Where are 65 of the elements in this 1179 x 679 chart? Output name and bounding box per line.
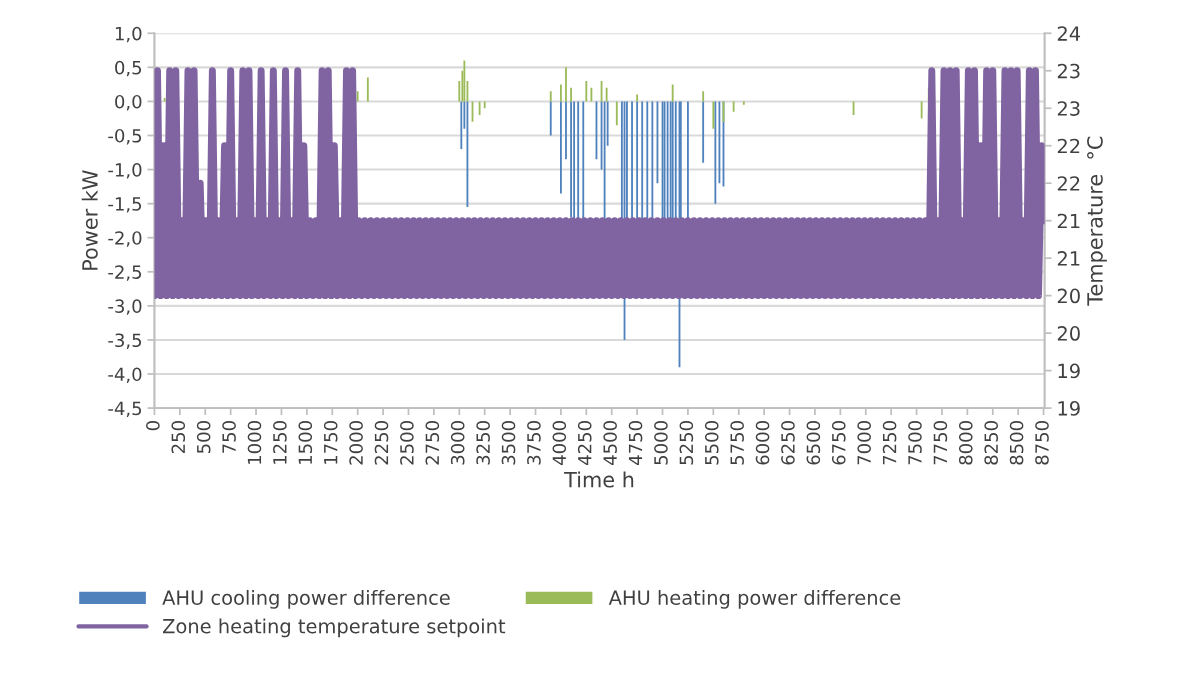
x-tick-label: 5250: [679, 421, 694, 465]
x-tick-label: 5500: [704, 421, 719, 465]
y-tick-label: -4,0: [108, 367, 142, 383]
x-tick-label: 250: [171, 421, 186, 454]
x-tick-label: 3500: [501, 421, 516, 465]
y-tick-label: -2,5: [108, 265, 142, 281]
x-tick-label: 1250: [273, 421, 287, 464]
y-tick-label: 0,0: [115, 94, 142, 111]
x-tick-label: 1000: [247, 421, 262, 464]
y2-tick-label: 21: [1057, 251, 1080, 266]
legend-label: AHU heating power difference: [608, 589, 901, 609]
x-tick-label: 2000: [349, 421, 363, 465]
y-tick-label: -1,0: [108, 163, 142, 179]
y2-tick-label: 23: [1057, 63, 1080, 79]
y2-tick-label: 24: [1057, 26, 1081, 41]
x-tick-label: 8250: [984, 421, 999, 465]
x-tick-label: 6250: [781, 421, 795, 465]
y-tick-label: -0,5: [108, 128, 142, 145]
y-tick-label: -2,0: [108, 231, 142, 247]
x-tick-label: 7750: [933, 421, 948, 465]
x-tick-label: 5000: [654, 421, 668, 465]
y2-tick-label: 19: [1058, 401, 1080, 416]
x-tick-label: 500: [196, 421, 211, 453]
x-tick-label: 7250: [882, 421, 897, 465]
x-axis-title: Time h: [564, 471, 634, 488]
y2-tick-label: 20: [1057, 326, 1080, 341]
x-tick-label: 3250: [476, 421, 490, 465]
x-tick-label: 8750: [1035, 421, 1049, 465]
x-tick-label: 7000: [857, 421, 871, 465]
x-tick-label: 750: [222, 421, 236, 453]
y-tick-label: -3,5: [108, 333, 142, 349]
x-tick-label: 1500: [298, 421, 313, 464]
x-tick-label: 6000: [755, 421, 770, 465]
x-tick-label: 1750: [323, 421, 338, 464]
x-tick-label: 6750: [831, 421, 846, 465]
x-tick-label: 4250: [577, 421, 592, 465]
x-tick-label: 0: [146, 421, 160, 431]
x-tick-label: 8500: [1009, 421, 1024, 465]
x-tick-label: 3750: [527, 421, 541, 465]
x-tick-label: 6500: [806, 421, 821, 465]
y2-tick-label: 23: [1057, 101, 1080, 116]
x-tick-label: 4750: [628, 421, 643, 465]
y-axis-title: Power kW: [81, 170, 98, 270]
legend-label: AHU cooling power difference: [162, 589, 450, 609]
y-tick-label: -4,5: [108, 401, 142, 418]
x-tick-label: 7500: [908, 421, 922, 465]
x-tick-label: 2500: [400, 421, 414, 465]
x-tick-label: 4000: [552, 421, 567, 465]
y-tick-label: -3,0: [108, 299, 142, 315]
y2-tick-label: 20: [1057, 288, 1080, 304]
y2-tick-label: 22: [1057, 138, 1080, 154]
x-tick-label: 5750: [730, 421, 744, 465]
x-tick-label: 2750: [425, 421, 440, 465]
y2-tick-label: 19: [1058, 363, 1080, 379]
x-tick-label: 3000: [450, 421, 465, 465]
x-tick-label: 2250: [374, 421, 389, 465]
legend-label: Zone heating temperature setpoint: [163, 618, 506, 638]
y2-tick-label: 21: [1057, 213, 1080, 229]
x-tick-label: 4500: [603, 421, 617, 465]
y-tick-label: 0,5: [115, 60, 142, 77]
x-tick-label: 8000: [958, 421, 973, 465]
y-tick-label: 1,0: [115, 26, 142, 43]
y-tick-label: -1,5: [108, 197, 142, 213]
y2-tick-label: 22: [1057, 176, 1080, 191]
y2-axis-title: Temperature °C: [1087, 136, 1107, 306]
